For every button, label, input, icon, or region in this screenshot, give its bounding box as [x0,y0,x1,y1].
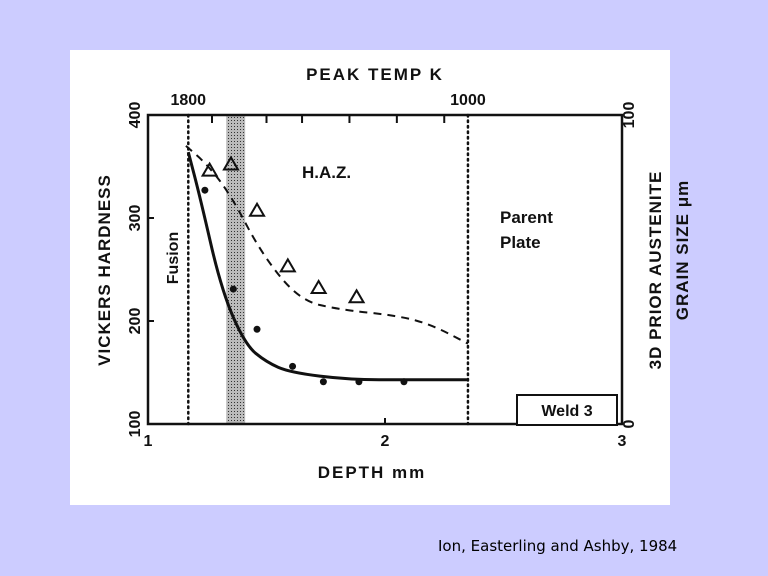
grain-size-triangle [200,161,219,177]
y-axis-title: VICKERS HARDNESS [95,174,114,366]
annotation-plate: Plate [500,233,541,252]
annotation-parent: Parent [500,208,553,227]
annotation-haz: H.A.Z. [302,163,351,182]
citation: Ion, Easterling and Ashby, 1984 [438,537,678,555]
top-axis-title: PEAK TEMP K [306,65,444,84]
x-axis-title: DEPTH mm [318,463,427,482]
top-tick-label: 1800 [170,92,206,109]
grain-size-triangle [279,257,297,273]
y2-axis-title-line1: 3D PRIOR AUSTENITE [646,171,665,370]
hardness-point [253,325,261,333]
y-tick-label: 100 [127,411,144,438]
hardness-point [201,186,209,194]
figure-panel [70,50,670,505]
weld-label-box [516,394,618,426]
annotation-weld: Weld 3 [541,403,592,420]
y2-tick-label: 100 [621,102,638,129]
y-tick-label: 200 [127,308,144,335]
y-tick-label: 300 [127,205,144,232]
grain-size-triangle [309,279,328,295]
hardness-point [319,378,327,386]
hardness-fit-line [186,151,468,382]
y2-axis-title-line2: GRAIN SIZE μm [673,180,692,321]
x-tick-label: 2 [381,433,390,450]
haz-shaded-band [226,115,246,424]
grain-size-dashed-line [185,145,469,345]
y2-tick-label: 0 [621,419,638,428]
grain-size-triangle [347,288,366,304]
grain-size-triangle [248,201,266,217]
plot-frame [146,113,624,426]
x-tick-label: 1 [144,433,153,450]
top-tick-label: 1000 [450,92,486,109]
hardness-point [229,285,237,293]
y-tick-label: 400 [127,102,144,129]
annotation-fusion: Fusion [165,232,182,284]
hardness-point [289,362,297,370]
grain-size-triangle [222,155,240,171]
x-tick-label: 3 [618,433,627,450]
